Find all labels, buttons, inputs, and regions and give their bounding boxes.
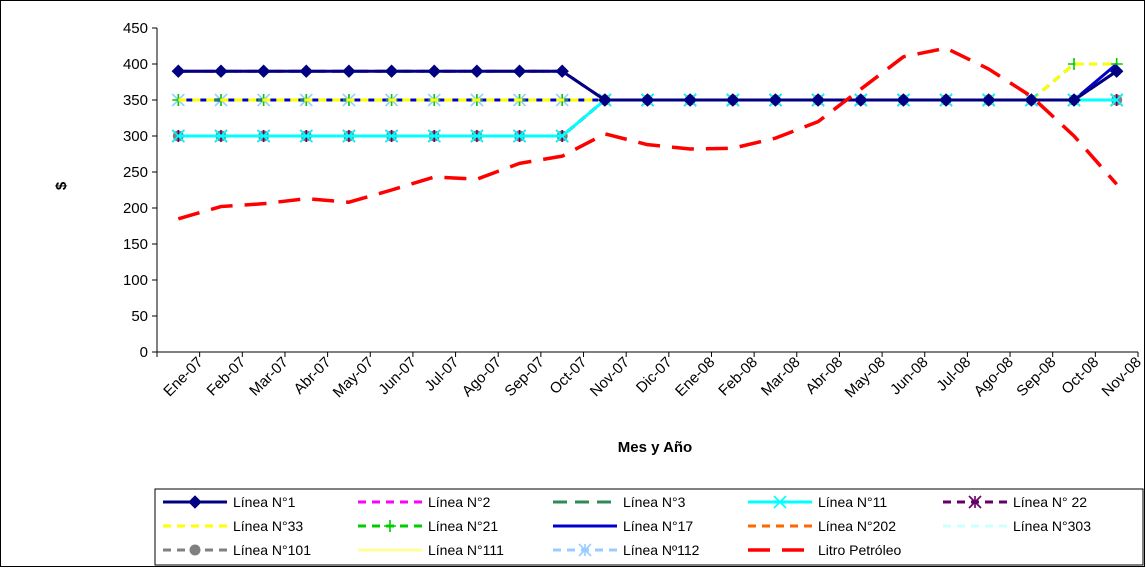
series-layer — [171, 46, 1124, 221]
y-tick-label: 300 — [123, 128, 148, 145]
legend: Línea N°1 Línea N°2 Línea N°3 Línea N°11 Lín… — [154, 488, 1144, 566]
legend-label: Línea Nº112 — [623, 542, 700, 558]
data-point — [171, 64, 186, 78]
data-point — [1024, 93, 1039, 107]
legend-marker — [773, 495, 787, 509]
data-point — [470, 64, 484, 78]
data-point — [854, 93, 868, 107]
legend-item: Línea N°11 — [748, 494, 887, 510]
data-point — [512, 64, 527, 78]
data-point — [768, 93, 783, 107]
data-point — [683, 93, 697, 107]
data-point — [811, 93, 825, 107]
data-point — [1109, 64, 1124, 78]
legend-item: Línea N°3 — [553, 494, 686, 510]
data-point — [427, 129, 441, 143]
legend-item: Línea N°111 — [358, 542, 504, 558]
legend-label: Línea N°17 — [623, 518, 693, 534]
data-point — [214, 129, 228, 143]
legend-item: Línea Nº112 — [553, 542, 700, 558]
legend-item: Línea N°101 — [163, 542, 311, 558]
legend-item: Línea N°1 — [163, 494, 296, 510]
data-point — [171, 129, 185, 143]
legend-item: Litro Petróleo — [748, 542, 901, 558]
data-point — [555, 64, 569, 78]
legend-marker — [384, 520, 396, 532]
legend-label: Línea N°111 — [428, 542, 504, 558]
data-point — [342, 129, 356, 143]
data-point — [427, 64, 441, 78]
legend-item: Línea N°17 — [553, 518, 693, 534]
data-point — [256, 64, 271, 78]
data-point — [214, 64, 228, 78]
legend-item: Línea N°303 — [943, 518, 1091, 534]
data-point — [939, 93, 953, 107]
y-tick-label: 450 — [123, 20, 148, 37]
x-axis-title: Mes y Año — [618, 439, 692, 456]
data-point — [726, 93, 740, 107]
legend-item: Línea N°21 — [358, 518, 498, 534]
legend-label: Línea N°1 — [233, 494, 296, 510]
legend-label: Litro Petróleo — [818, 542, 901, 558]
data-point — [299, 64, 313, 78]
y-tick-label: 150 — [123, 236, 148, 253]
y-tick-label: 0 — [140, 344, 148, 361]
series-line — [177, 46, 1118, 221]
legend-item: Línea N°2 — [358, 494, 491, 510]
legend-label: Línea N°11 — [818, 494, 887, 510]
data-point — [342, 64, 356, 78]
y-tick-label: 50 — [131, 308, 148, 325]
y-tick-label: 200 — [123, 200, 148, 217]
data-point — [640, 93, 655, 107]
y-tick-label: 100 — [123, 272, 148, 289]
data-point — [470, 129, 484, 143]
data-point — [1110, 93, 1124, 107]
legend-label: Línea N°3 — [623, 494, 686, 510]
series-0 — [171, 64, 1124, 107]
y-axis: 0 50 100 150 200 250 300 350 400 450 — [123, 20, 158, 361]
legend-item: Línea N°33 — [163, 518, 303, 534]
data-point — [257, 129, 271, 143]
legend-label: Línea N°303 — [1013, 518, 1091, 534]
legend-item: Línea N° 22 — [943, 494, 1087, 510]
legend-marker — [188, 495, 202, 509]
legend-label: Línea N°101 — [233, 542, 311, 558]
data-point — [982, 93, 996, 107]
data-point — [384, 64, 399, 78]
y-tick-label: 350 — [123, 92, 148, 109]
legend-label: Línea N°21 — [428, 518, 498, 534]
legend-item: Línea N°202 — [748, 518, 896, 534]
legend-marker — [968, 495, 982, 509]
data-point — [896, 93, 911, 107]
y-tick-label: 400 — [123, 56, 148, 73]
legend-marker — [578, 543, 592, 557]
data-point — [299, 129, 313, 143]
legend-label: Línea N°202 — [818, 518, 896, 534]
data-point — [598, 93, 612, 107]
series-13 — [177, 46, 1118, 221]
legend-label: Línea N° 22 — [1013, 494, 1087, 510]
data-point — [385, 129, 399, 143]
data-point — [1067, 93, 1081, 107]
y-tick-label: 250 — [123, 164, 148, 181]
data-point — [512, 129, 527, 143]
legend-label: Línea N°33 — [233, 518, 303, 534]
legend-marker — [189, 544, 201, 556]
data-point — [555, 129, 569, 143]
legend-label: Línea N°2 — [428, 494, 491, 510]
y-axis-title: $ — [53, 181, 70, 190]
